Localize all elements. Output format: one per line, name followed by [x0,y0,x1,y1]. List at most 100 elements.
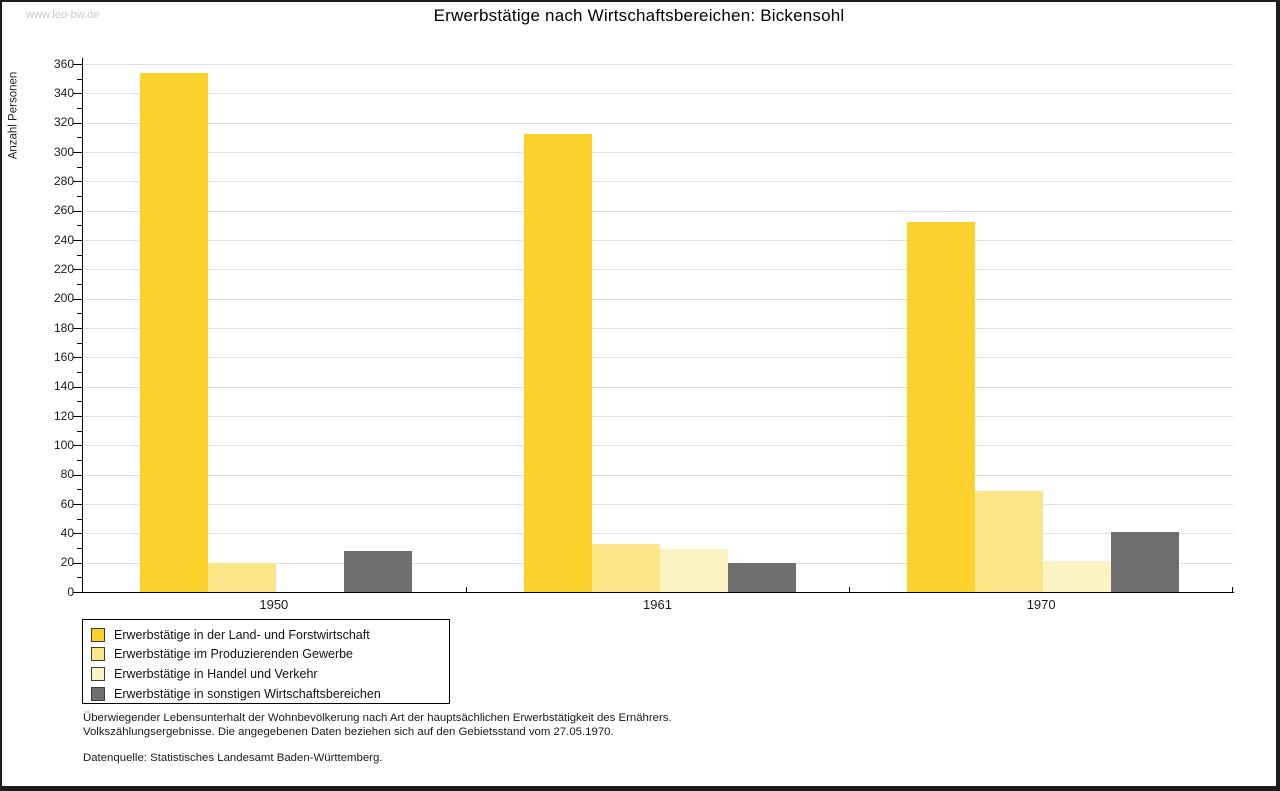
y-axis-tick [73,240,82,241]
y-axis-minor-tick [77,166,82,168]
y-axis-tick-label: 260 [53,203,74,218]
bar-1970-series-1 [907,222,976,592]
y-axis-tick [73,416,82,417]
y-axis-tick [73,562,82,564]
legend-item: Erwerbstätige in der Land- und Forstwirt… [83,625,449,645]
bar-1950-series-2 [208,562,276,592]
legend: Erwerbstätige in der Land- und Forstwirt… [82,619,450,704]
y-axis-tick [73,474,82,476]
y-axis-minor-tick [77,78,82,80]
x-axis-category-label: 1950 [259,597,289,612]
legend-item: Erwerbstätige in Handel und Verkehr [83,664,449,684]
y-axis-minor-tick [77,372,82,373]
y-axis-tick-label: 20 [60,555,74,570]
bar-1961-series-3 [659,549,728,592]
y-axis-tick-label: 80 [60,467,74,482]
y-axis-tick [73,386,82,388]
legend-item: Erwerbstätige im Produzierenden Gewerbe [83,645,449,665]
gridline [83,210,1233,212]
bar-1950-series-4 [344,550,412,592]
footnote: Überwiegender Lebensunterhalt der Wohnbe… [83,712,672,740]
y-axis-tick [73,504,82,505]
gridline [83,181,1233,183]
y-axis-minor-tick [77,137,82,139]
x-axis-tick [465,587,467,592]
y-axis-minor-tick [77,254,82,256]
legend-label: Erwerbstätige im Produzierenden Gewerbe [114,647,354,662]
bar-1970-series-2 [975,490,1044,592]
y-axis-line [82,58,83,593]
y-axis-tick [73,122,82,124]
legend-swatch-icon [91,666,105,681]
x-axis-tick [849,587,851,592]
y-axis-minor-tick [77,460,82,461]
y-axis-minor-tick [77,430,82,432]
y-axis-tick [73,328,82,329]
y-axis-tick-label: 360 [53,56,74,71]
footnote-line-2: Volkszählungsergebnisse. Die angegebenen… [83,725,614,738]
y-axis-tick [73,152,82,153]
y-axis-tick-label: 100 [53,437,74,452]
y-axis-tick [73,269,82,271]
gridline [83,93,1233,95]
x-axis-category-label: 1961 [643,597,672,612]
gridline [83,328,1233,329]
y-axis-tick [73,592,82,593]
legend-swatch-icon [91,686,105,701]
legend-label: Erwerbstätige in sonstigen Wirtschaftsbe… [114,686,381,701]
data-source: Datenquelle: Statistisches Landesamt Bad… [83,752,383,764]
footnote-line-1: Überwiegender Lebensunterhalt der Wohnbe… [83,712,672,724]
y-axis-minor-tick [77,342,82,344]
y-axis-tick [73,210,82,212]
y-axis-tick-label: 160 [53,349,74,364]
y-axis-tick-label: 120 [53,408,74,423]
gridline [83,357,1233,359]
y-axis-tick-label: 0 [67,584,74,599]
y-axis-tick-label: 280 [53,173,74,188]
y-axis-tick [73,93,82,95]
gridline [83,386,1233,388]
x-axis-tick [1232,587,1233,592]
y-axis-tick [73,445,82,447]
y-axis-minor-tick [77,518,82,520]
y-axis-minor-tick [77,225,82,227]
bar-1970-series-3 [1043,561,1112,592]
bar-1961-series-2 [591,543,660,592]
y-axis-tick-label: 240 [53,232,74,247]
legend-item: Erwerbstätige in sonstigen Wirtschaftsbe… [83,684,449,704]
gridline [83,64,1233,65]
bar-1961-series-4 [727,562,796,592]
y-axis-tick [73,181,82,183]
y-axis-minor-tick [77,548,82,549]
legend-swatch-icon [91,627,105,642]
bar-1950-series-1 [140,72,208,592]
y-axis-minor-tick [77,284,82,285]
page-title: Erwerbstätige nach Wirtschaftsbereichen:… [433,6,845,25]
y-axis-tick-label: 220 [53,261,74,276]
y-axis-minor-tick [77,577,82,579]
y-axis-tick [73,64,82,65]
gridline [83,504,1233,505]
gridline [83,533,1233,535]
gridline [83,445,1233,447]
y-axis-tick-label: 300 [53,144,74,159]
y-axis-minor-tick [77,313,82,315]
gridline [83,416,1233,417]
gridline [83,474,1233,476]
y-axis-tick [73,298,82,300]
y-axis-tick-label: 60 [60,496,74,511]
y-axis-tick-label: 320 [53,115,74,130]
bar-1961-series-1 [523,134,592,592]
legend-label: Erwerbstätige in der Land- und Forstwirt… [114,627,370,642]
gridline [83,269,1233,271]
y-axis-tick-label: 140 [53,379,74,394]
x-axis-line [82,592,1234,593]
legend-label: Erwerbstätige in Handel und Verkehr [114,666,318,681]
gridline [83,122,1233,124]
y-axis-tick [73,357,82,359]
y-axis-tick-label: 200 [53,291,74,306]
y-axis-minor-tick [77,196,82,197]
gridline [83,298,1233,300]
